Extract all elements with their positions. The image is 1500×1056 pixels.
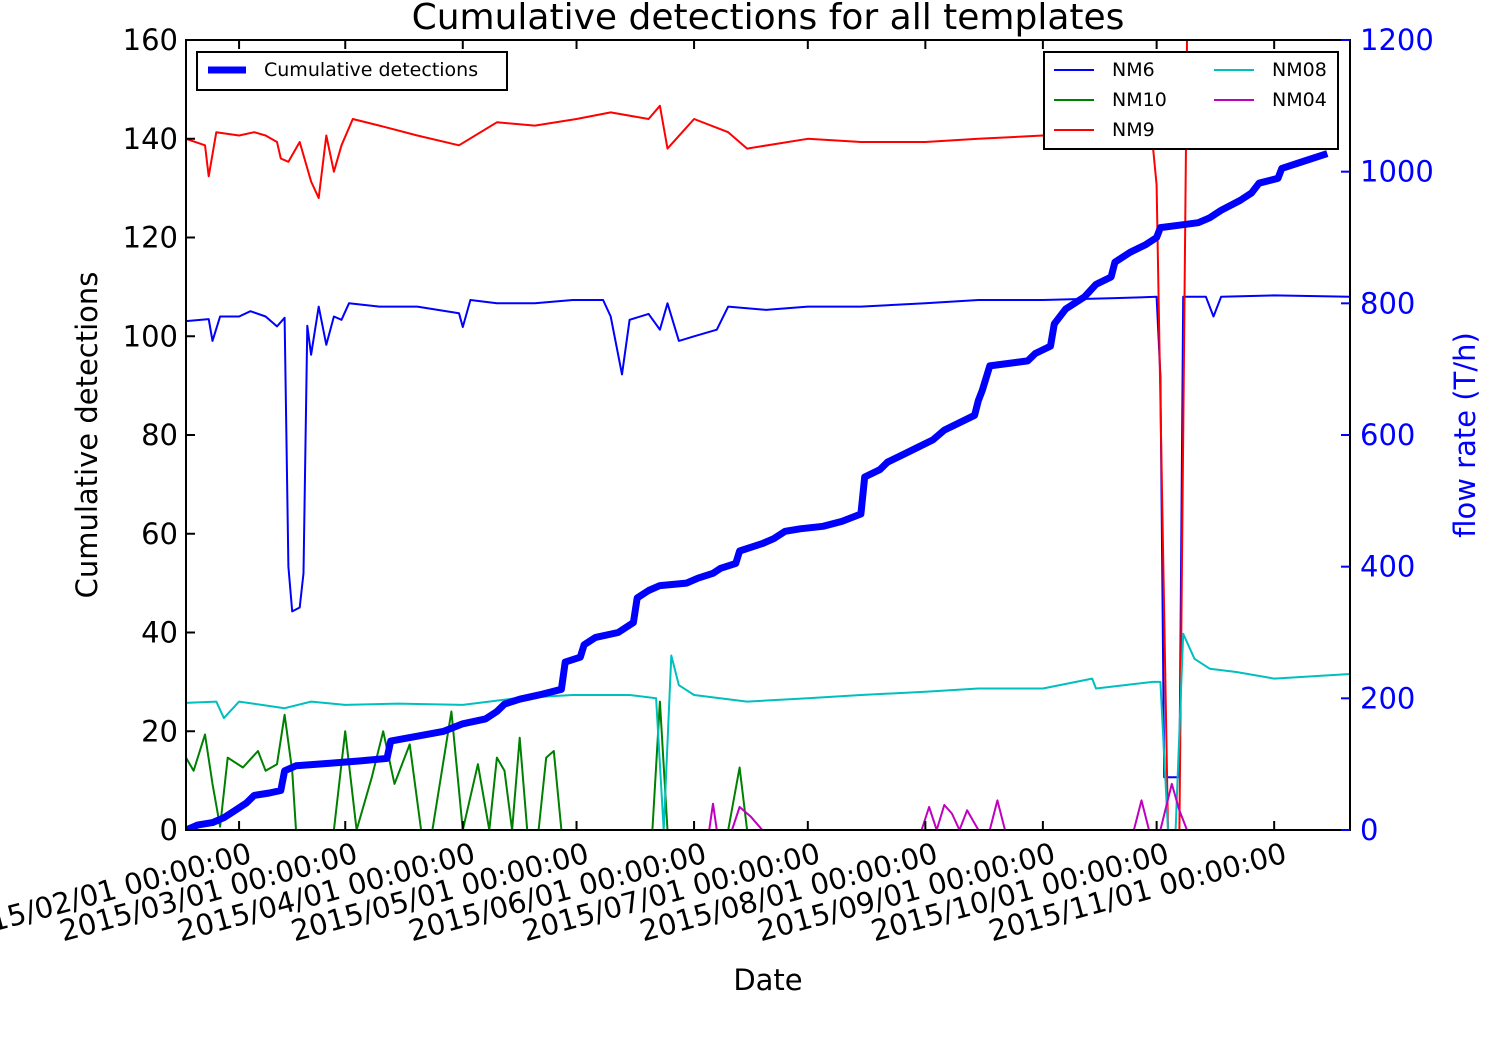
- y-tick-label: 80: [141, 418, 178, 452]
- y-tick-label: 140: [123, 122, 178, 156]
- y2-tick-label: 1200: [1360, 23, 1434, 57]
- y-tick-label: 100: [123, 319, 178, 353]
- y-axis-ticks: 0 20 40 60 80 100 120 140 160: [123, 23, 195, 847]
- y2-tick-label: 400: [1360, 550, 1415, 584]
- x-axis-label: Date: [733, 963, 802, 997]
- series-line-cumulative-detections: [186, 150, 1329, 830]
- series-line-nm04: [648, 782, 1195, 830]
- chart-title: Cumulative detections for all templates: [412, 0, 1125, 38]
- y-tick-label: 20: [141, 714, 178, 748]
- y-tick-label: 120: [123, 221, 178, 255]
- y-tick-label: 160: [123, 23, 178, 57]
- legend-label-nm10: NM10: [1112, 89, 1167, 111]
- series-line-nm10: [186, 700, 1350, 830]
- series-layer: [186, 40, 1350, 830]
- y2-tick-label: 200: [1360, 681, 1415, 715]
- series-line-nm08: [186, 632, 1350, 830]
- series-line-nm6: [186, 294, 1350, 779]
- y2-axis-ticks: 0 200 400 600 800 1000 1200: [1341, 23, 1434, 847]
- y2-tick-label: 0: [1360, 813, 1378, 847]
- series-line-nm9: [186, 40, 1188, 830]
- legend-label-nm6: NM6: [1112, 59, 1155, 81]
- cumulative-layer: [186, 150, 1329, 830]
- y2-tick-label: 600: [1360, 418, 1415, 452]
- legend-left-box: [196, 51, 508, 91]
- y2-tick-label: 800: [1360, 286, 1415, 320]
- y2-axis-label: flow rate (T/h): [1448, 332, 1482, 538]
- legend-label-nm04: NM04: [1272, 89, 1327, 111]
- legend-label-nm08: NM08: [1272, 59, 1327, 81]
- plot-frame: [185, 39, 1351, 831]
- legend-label-cumulative: Cumulative detections: [264, 59, 478, 81]
- legend-left: Cumulative detections: [196, 51, 508, 91]
- y-tick-label: 40: [141, 616, 178, 650]
- y-tick-label: 60: [141, 517, 178, 551]
- legend-label-nm9: NM9: [1112, 119, 1155, 141]
- y2-tick-label: 1000: [1360, 155, 1434, 189]
- legend-right: NM6 NM10 NM9 NM08 NM04: [1043, 51, 1339, 150]
- y-axis-label: Cumulative detections: [70, 272, 104, 599]
- y-tick-label: 0: [160, 813, 178, 847]
